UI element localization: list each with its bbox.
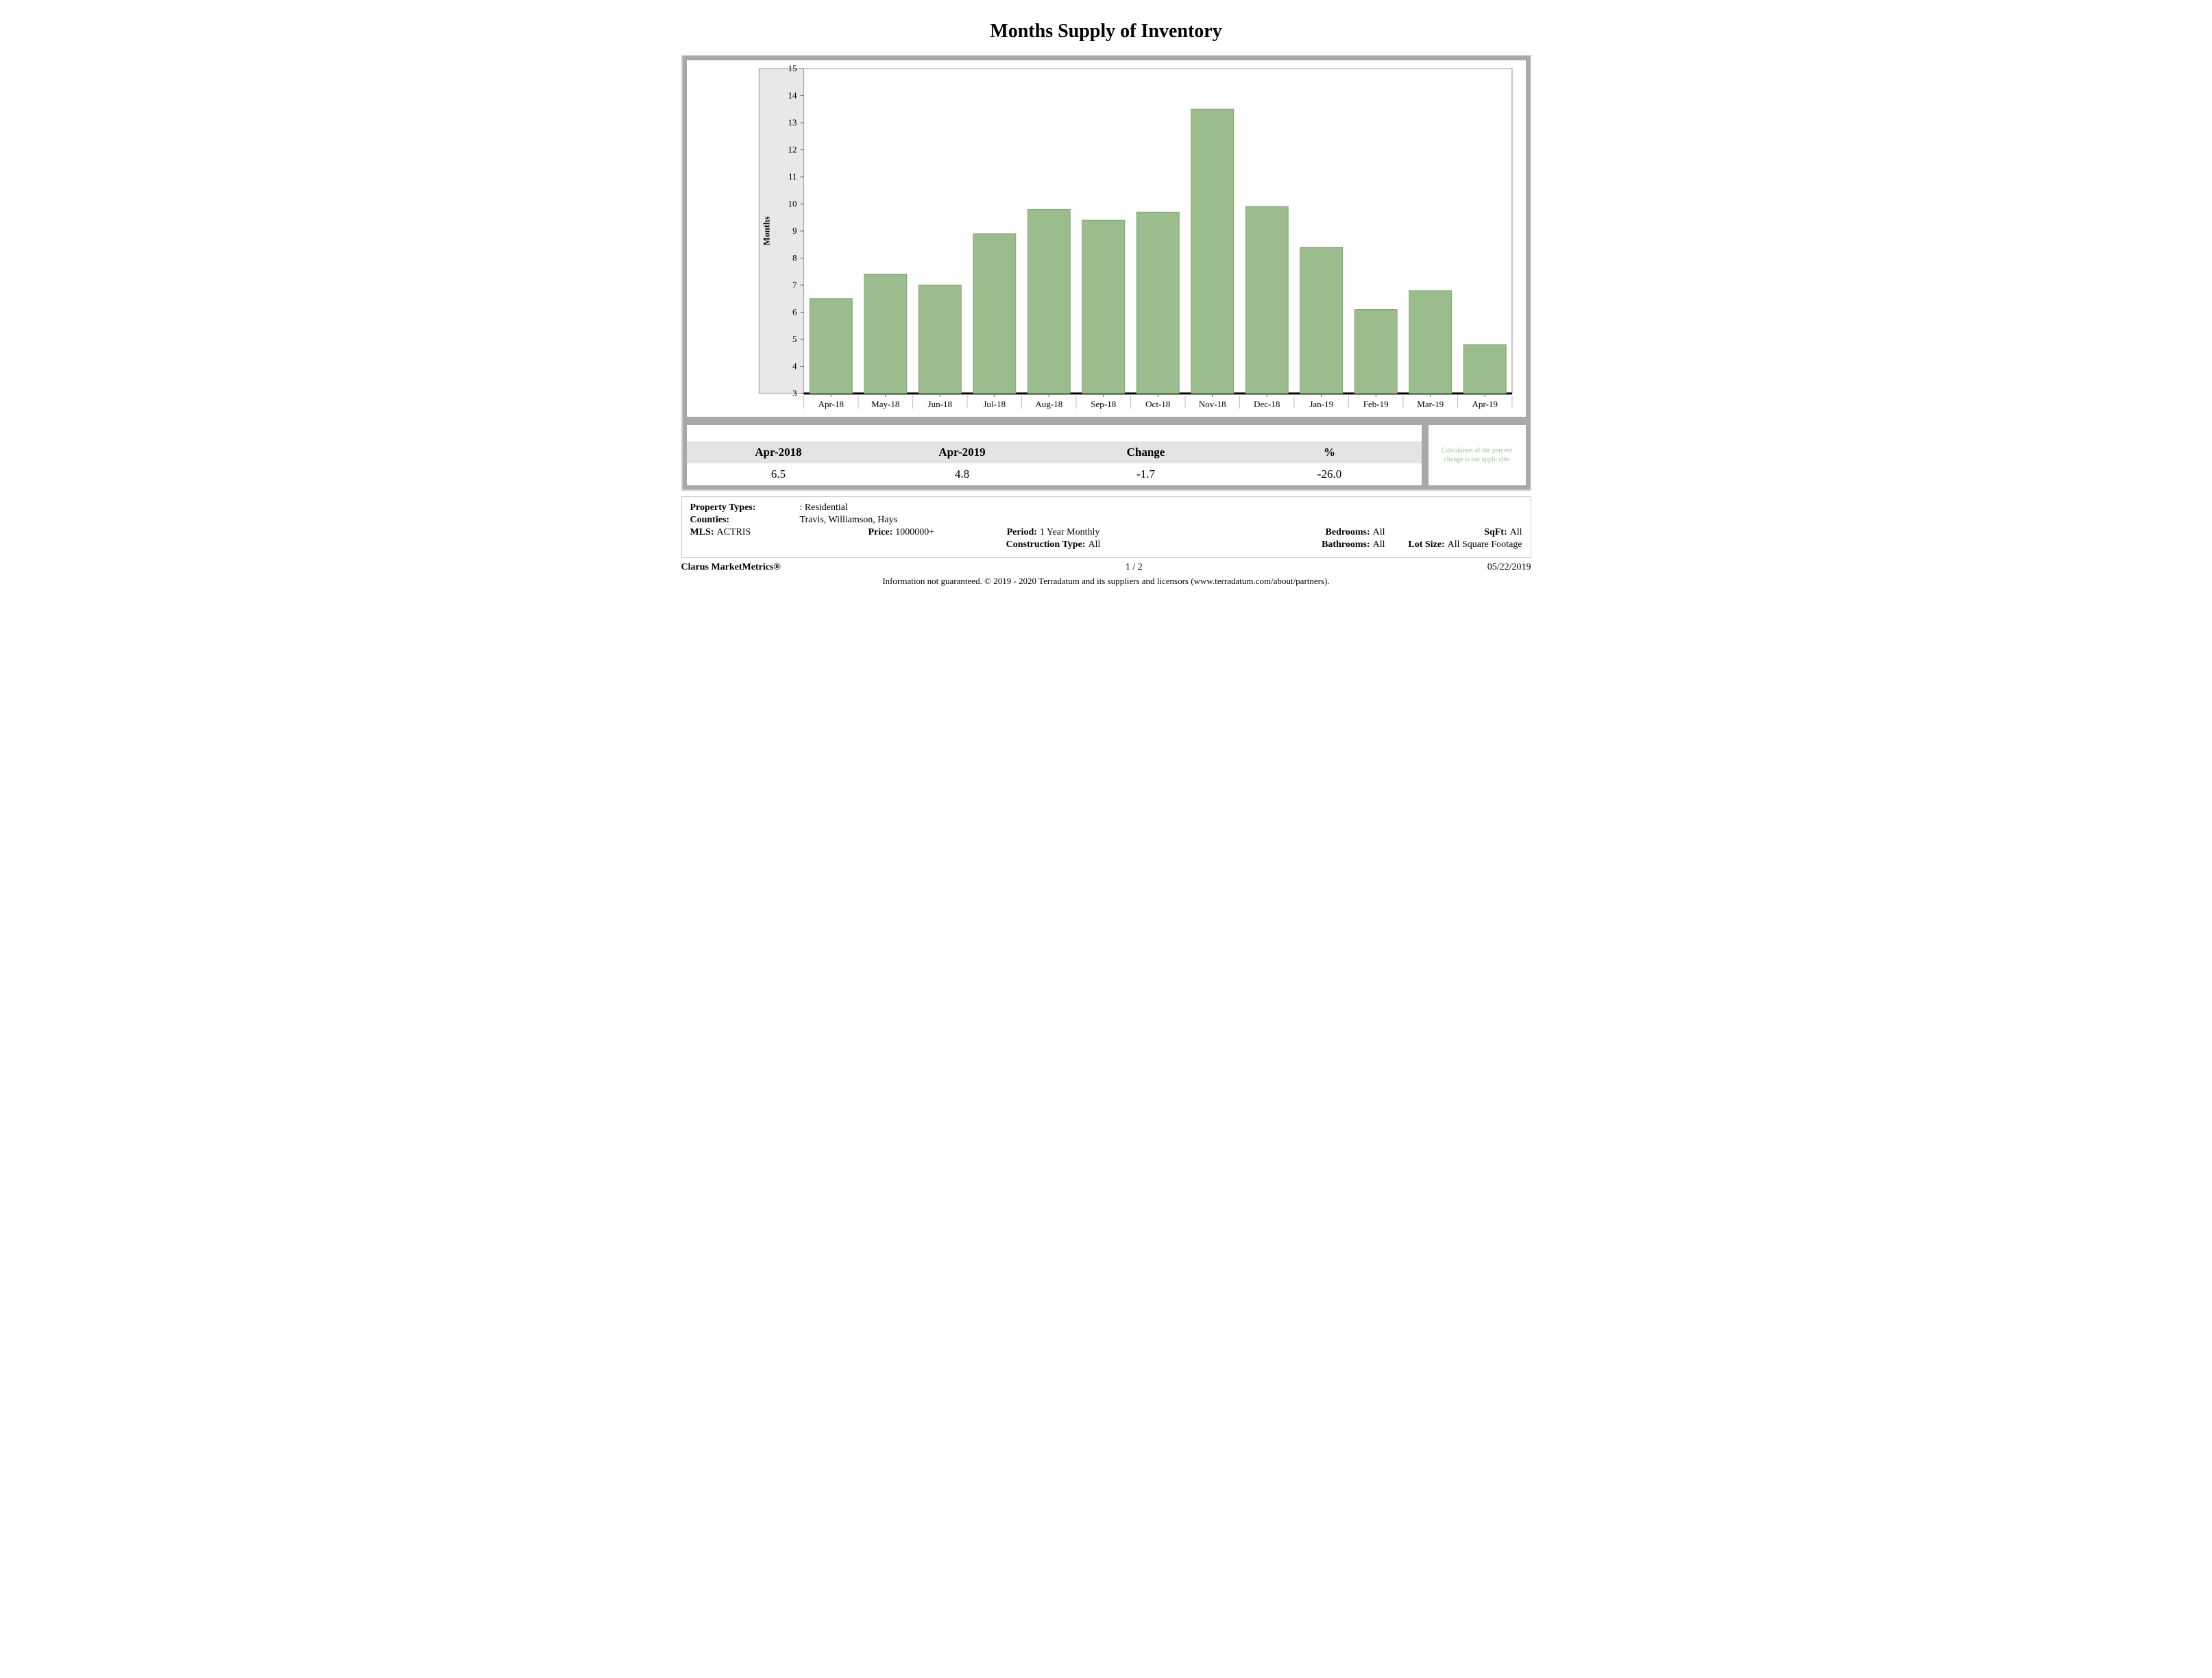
- bar: [919, 285, 961, 393]
- meta-label: Construction Type:: [1006, 539, 1086, 550]
- bar: [1300, 247, 1342, 393]
- x-tick-label: Jun-18: [927, 399, 952, 409]
- y-tick-label: 6: [792, 307, 797, 317]
- meta-value: All: [1373, 527, 1385, 538]
- meta-label: Bedrooms:: [1326, 527, 1370, 538]
- footer: Clarus MarketMetrics® 1 / 2 05/22/2019: [681, 562, 1531, 573]
- meta-value: : Residential: [800, 502, 848, 513]
- bar: [864, 274, 906, 393]
- meta-value: All Square Footage: [1448, 539, 1522, 550]
- y-tick-label: 5: [792, 334, 797, 344]
- calc-note: Calculation of the percent change is not…: [1429, 425, 1526, 485]
- x-tick-label: Aug-18: [1035, 399, 1062, 409]
- x-tick-label: Oct-18: [1145, 399, 1171, 409]
- summary-value-cell: -26.0: [1238, 463, 1422, 485]
- meta-value: ACTRIS: [717, 527, 751, 538]
- page-title: Months Supply of Inventory: [681, 21, 1531, 42]
- footer-brand: Clarus MarketMetrics®: [681, 562, 781, 573]
- meta-value: All: [1373, 539, 1385, 550]
- x-tick-label: Nov-18: [1198, 399, 1226, 409]
- summary-value-row: 6.5 4.8 -1.7 -26.0: [687, 463, 1422, 485]
- bar: [1028, 209, 1070, 393]
- summary-block: Apr-2018 Apr-2019 Change % 6.5 4.8 -1.7 …: [687, 425, 1526, 485]
- y-tick-label: 13: [788, 117, 797, 127]
- summary-value-cell: -1.7: [1054, 463, 1238, 485]
- meta-box: Property Types: : Residential Counties: …: [681, 496, 1531, 558]
- summary-value-cell: 6.5: [687, 463, 871, 485]
- meta-label: Property Types:: [690, 502, 756, 513]
- summary-header-cell: %: [1238, 441, 1422, 463]
- bar: [1463, 345, 1506, 393]
- bar: [810, 299, 852, 393]
- meta-value: 1 Year Monthly: [1040, 527, 1100, 538]
- bar: [1191, 109, 1233, 393]
- y-tick-label: 8: [792, 253, 797, 263]
- y-tick-label: 15: [788, 63, 797, 73]
- x-tick-label: Dec-18: [1254, 399, 1280, 409]
- bar: [1082, 220, 1124, 393]
- bar: [1354, 310, 1397, 393]
- x-tick-label: Mar-19: [1417, 399, 1444, 409]
- summary-value-cell: 4.8: [871, 463, 1054, 485]
- y-tick-label: 10: [788, 199, 797, 209]
- meta-value: 1000000+: [895, 527, 934, 538]
- x-tick-label: Apr-19: [1472, 399, 1497, 409]
- bar: [1137, 212, 1179, 393]
- bar: [1245, 206, 1288, 393]
- chart-plot: 3 4 5 6 7 8 9 10 11 12 13 14 15 Months Apr-18 May-18 Jun…: [687, 60, 1526, 417]
- meta-value: All: [1510, 527, 1522, 538]
- summary-header-cell: Apr-2018: [687, 441, 871, 463]
- x-tick-label: Sep-18: [1091, 399, 1116, 409]
- summary-header-cell: Apr-2019: [871, 441, 1054, 463]
- meta-label: Bathrooms:: [1322, 539, 1370, 550]
- footer-disclaimer: Information not guaranteed. © 2019 - 202…: [681, 576, 1531, 587]
- x-tick-label: Apr-18: [818, 399, 844, 409]
- x-tick-label: May-18: [871, 399, 900, 409]
- summary-header-cell: Change: [1054, 441, 1238, 463]
- meta-value: All: [1088, 539, 1100, 550]
- y-tick-label: 7: [792, 280, 797, 290]
- meta-label: Price:: [868, 527, 893, 538]
- meta-label: Counties:: [690, 515, 730, 526]
- summary-table: Apr-2018 Apr-2019 Change % 6.5 4.8 -1.7 …: [687, 425, 1422, 485]
- chart-frame: 3 4 5 6 7 8 9 10 11 12 13 14 15 Months Apr-18 May-18 Jun…: [681, 55, 1531, 491]
- meta-label: Lot Size:: [1408, 539, 1444, 550]
- y-axis-title: Months: [761, 217, 771, 246]
- meta-label: MLS:: [690, 527, 714, 538]
- y-tick-label: 12: [788, 145, 797, 155]
- meta-label: Period:: [1007, 527, 1037, 538]
- x-tick-label: Jul-18: [983, 399, 1006, 409]
- y-tick-label: 9: [792, 226, 797, 236]
- footer-page: 1 / 2: [1126, 562, 1143, 573]
- y-tick-label: 3: [792, 388, 797, 398]
- bar: [1409, 291, 1451, 393]
- y-tick-label: 11: [788, 171, 797, 182]
- bar: [973, 234, 1015, 393]
- summary-header-row: Apr-2018 Apr-2019 Change %: [687, 441, 1422, 463]
- x-tick-label: Feb-19: [1363, 399, 1388, 409]
- y-tick-label: 4: [792, 361, 797, 372]
- y-tick-label: 14: [788, 90, 797, 101]
- meta-label: SqFt:: [1484, 527, 1507, 538]
- meta-value: Travis, Williamson, Hays: [800, 515, 898, 526]
- footer-date: 05/22/2019: [1487, 562, 1531, 573]
- x-tick-label: Jan-19: [1309, 399, 1333, 409]
